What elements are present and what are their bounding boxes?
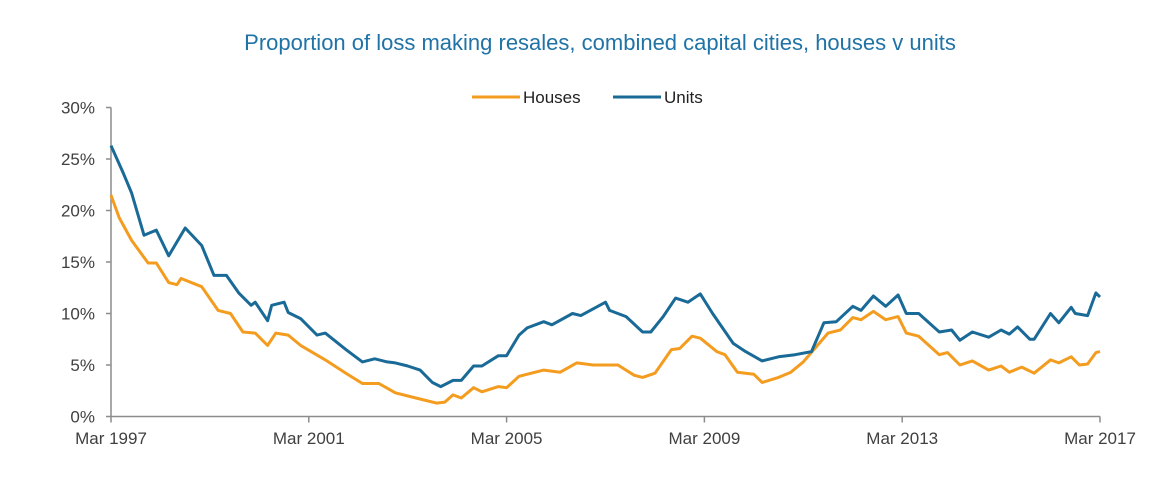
y-tick-label: 30% [61, 99, 95, 118]
y-tick-label: 20% [61, 202, 95, 221]
y-tick-label: 5% [70, 356, 95, 375]
axes: 0% 5% 10% 15% 20% 25% 30% Mar 1997 Mar 2001 Mar 2… [61, 99, 1136, 449]
chart-title: Proportion of loss making resales, combi… [244, 30, 956, 55]
x-tick-label: Mar 1997 [75, 429, 147, 448]
series-lines [109, 144, 1102, 405]
x-tick-label: Mar 2009 [668, 429, 740, 448]
series-line-houses [109, 194, 1101, 405]
x-tick-label: Mar 2005 [471, 429, 543, 448]
y-tick-label: 15% [61, 253, 95, 272]
series-line-units [109, 144, 1102, 389]
legend: Houses Units [472, 88, 703, 107]
y-tick-label: 10% [61, 305, 95, 324]
legend-label-units: Units [664, 88, 703, 107]
x-tick-label: Mar 2001 [273, 429, 345, 448]
y-tick-label: 0% [70, 408, 95, 427]
legend-label-houses: Houses [523, 88, 581, 107]
x-tick-label: Mar 2017 [1064, 429, 1136, 448]
x-tick-label: Mar 2013 [866, 429, 938, 448]
y-tick-label: 25% [61, 150, 95, 169]
